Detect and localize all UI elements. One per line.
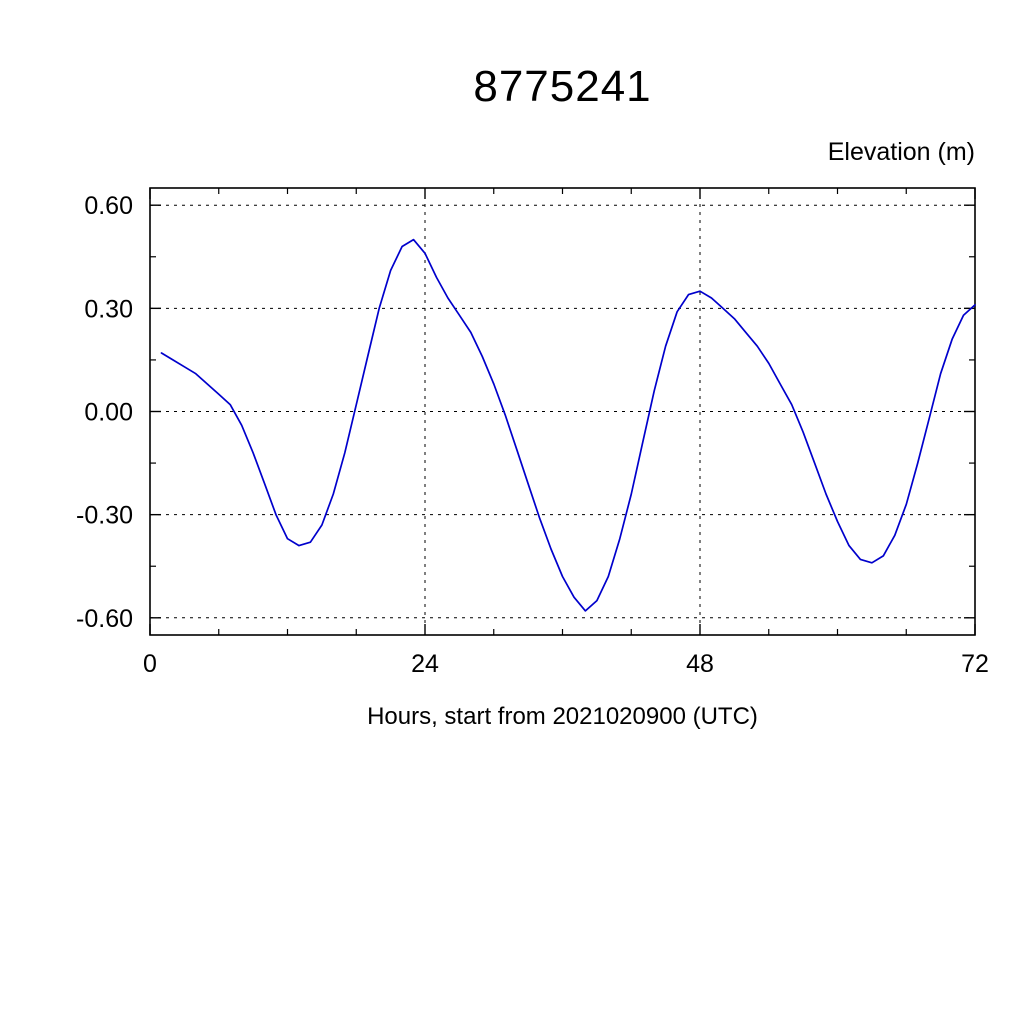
x-tick-label: 0 [143,650,157,678]
x-axis-title: Hours, start from 2021020900 (UTC) [367,703,758,730]
elevation-line [160,238,976,612]
x-tick-label: 24 [411,650,439,678]
y-tick-label: -0.30 [76,502,133,530]
plot-frame [149,187,976,636]
y-tick-label: 0.60 [84,192,133,220]
x-tick-label: 72 [961,650,989,678]
chart-title: 8775241 [473,62,652,111]
y-tick-label: 0.30 [84,295,133,323]
y-axis-title: Elevation (m) [827,138,975,166]
y-tick-label: 0.00 [84,399,133,427]
y-tick-label: -0.60 [76,605,133,633]
x-tick-label: 48 [686,650,714,678]
